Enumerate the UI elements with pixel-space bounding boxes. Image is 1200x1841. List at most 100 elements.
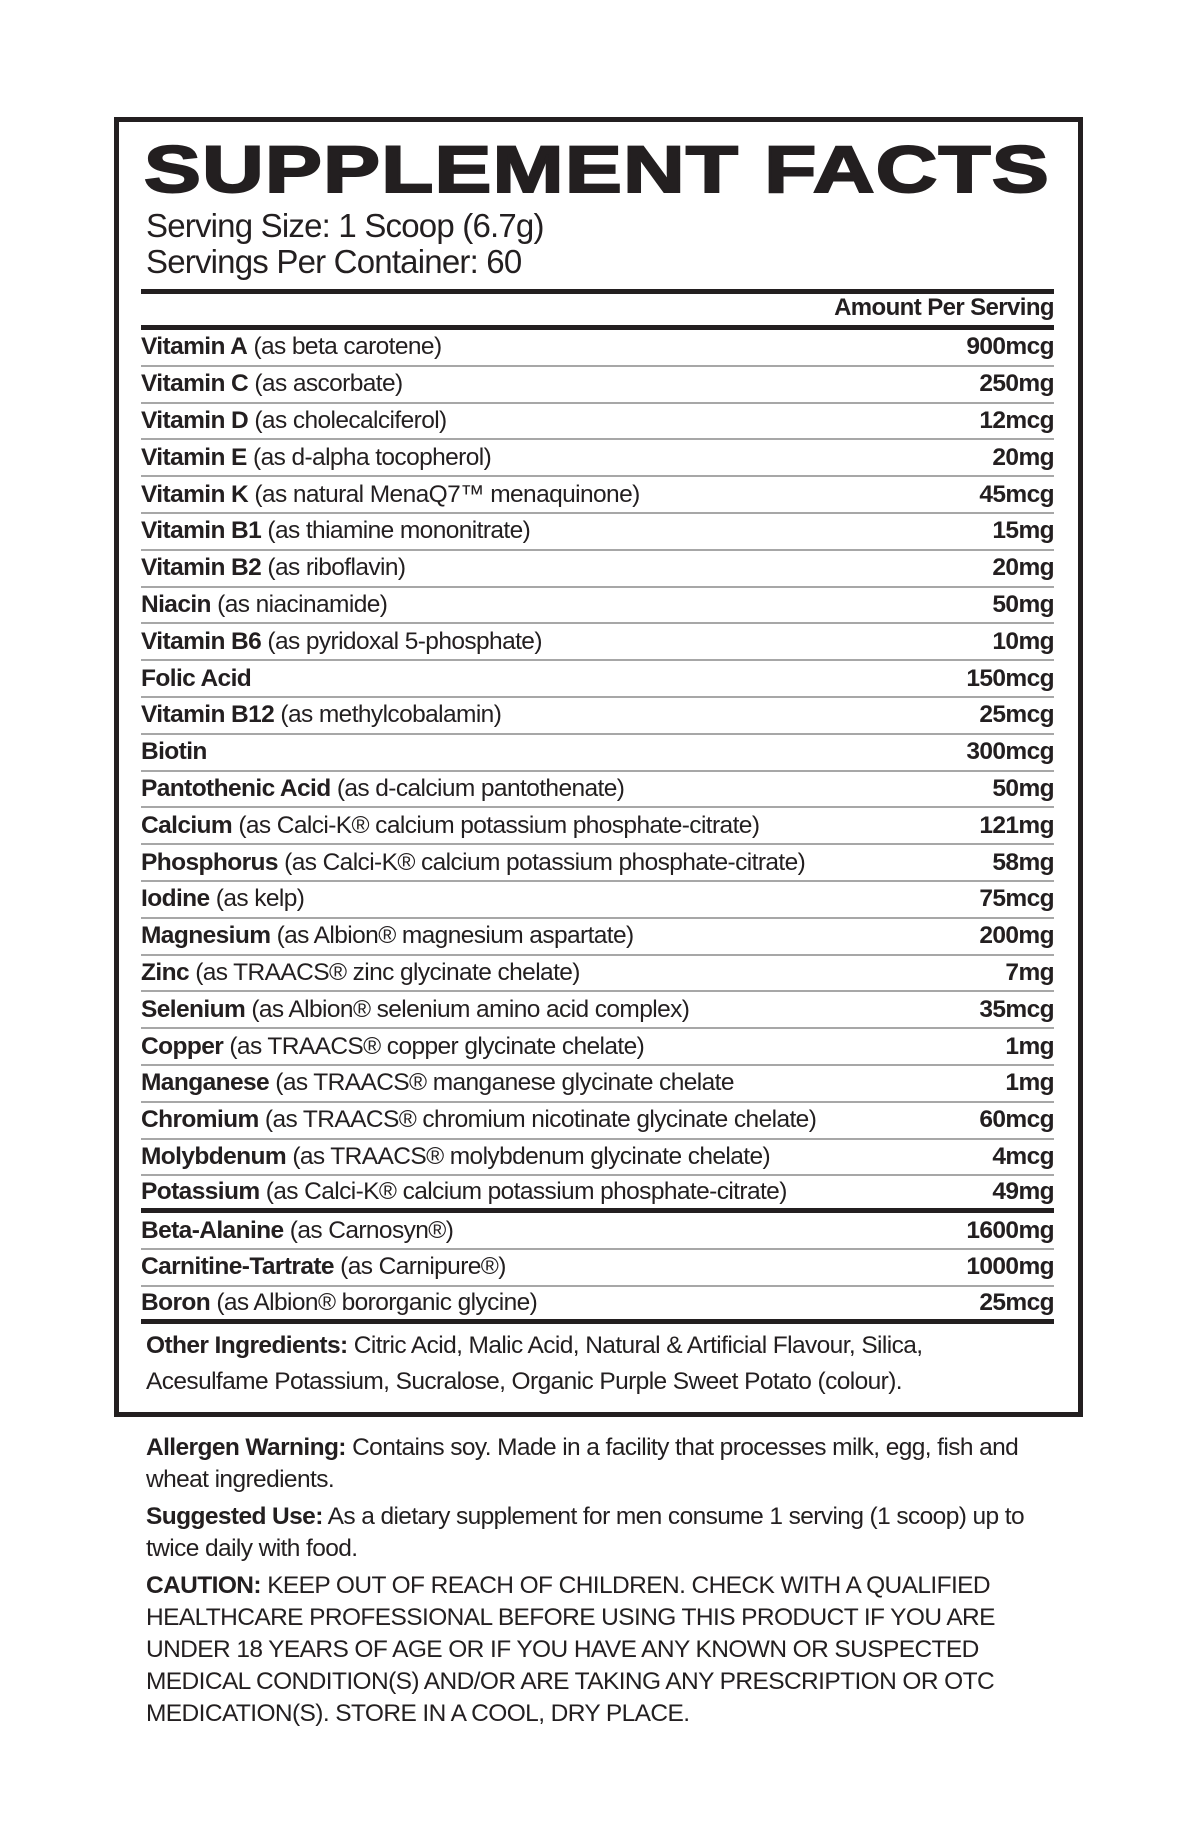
nutrient-source: (as natural MenaQ7™ menaquinone) [254,480,640,508]
nutrient-name: Vitamin B6 [141,627,262,655]
nutrient-source: (as Carnosyn®) [289,1216,454,1244]
nutrient-amount: 10mg [992,627,1054,655]
nutrient-name: Copper [141,1032,224,1060]
nutrient-name: Vitamin D [141,406,249,434]
nutrient-label: Vitamin B2 (as riboflavin) [141,554,406,582]
nutrient-label: Iodine (as kelp) [141,885,305,913]
nutrient-amount: 1mg [1005,1032,1054,1060]
nutrient-amount: 900mcg [966,333,1054,361]
nutrient-name: Molybdenum [141,1142,287,1170]
nutrient-row: Chromium (as TRAACS® chromium nicotinate… [141,1103,1055,1140]
nutrient-row: Manganese (as TRAACS® manganese glycinat… [141,1066,1055,1103]
nutrient-source: (as cholecalciferol) [254,406,447,434]
nutrient-name: Magnesium [141,922,271,950]
amount-per-serving-header: Amount Per Serving [834,294,1055,321]
caution-label: CAUTION: [146,1572,262,1599]
nutrient-amount: 15mg [992,517,1054,545]
nutrient-row: Vitamin E (as d-alpha tocopherol) 20mg [141,440,1055,478]
nutrient-name: Vitamin A [141,333,248,361]
other-ingredients-label: Other Ingredients: [146,1332,348,1359]
nutrient-row: Vitamin C (as ascorbate) 250mg [141,367,1055,404]
nutrient-amount: 75mcg [979,885,1054,913]
nutrient-name: Niacin [141,590,212,618]
nutrient-row: Vitamin B12 (as methylcobalamin) 25mcg [141,698,1055,735]
nutrient-amount: 20mg [992,554,1054,582]
serving-size: Serving Size: 1 Scoop (6.7g) [146,207,544,244]
nutrient-amount: 1600mg [966,1216,1054,1244]
nutrient-label: Calcium (as Calci-K® calcium potassium p… [141,811,760,840]
nutrient-name: Biotin [141,738,207,766]
nutrient-source: (as Calci-K® calcium potassium phosphate… [284,848,806,876]
nutrient-row: Boron (as Albion® bororganic glycine) 25m… [141,1287,1055,1324]
nutrient-source: (as riboflavin) [267,554,406,582]
nutrient-label: Folic Acid [141,664,252,693]
nutrient-name: Zinc [141,958,190,986]
nutrient-source: (as Albion® magnesium aspartate) [276,922,635,950]
nutrient-label: Niacin (as niacinamide) [141,590,388,619]
other-ingredients: Other Ingredients: Citric Acid, Malic Ac… [146,1328,1046,1400]
suggested-use: Suggested Use: As a dietary supplement f… [146,1501,1046,1565]
allergen-label: Allergen Warning: [146,1434,346,1461]
nutrient-row: Copper (as TRAACS® copper glycinate chel… [141,1029,1055,1066]
nutrient-source: (as ascorbate) [254,370,403,398]
nutrient-label: Pantothenic Acid (as d-calcium pantothen… [141,774,625,803]
nutrient-row: Vitamin D (as cholecalciferol) 12mcg [141,404,1055,441]
nutrient-row: Carnitine-Tartrate (as Carnipure®) 1000mg [141,1250,1055,1287]
nutrient-amount: 49mg [992,1178,1054,1206]
nutrient-label: Potassium (as Calci-K® calcium potassium… [141,1178,787,1206]
nutrient-source: (as pyridoxal 5-phosphate) [267,627,542,655]
nutrient-row: Pantothenic Acid (as d-calcium pantothen… [141,772,1055,809]
nutrient-source: (as TRAACS® zinc glycinate chelate) [195,958,580,986]
nutrient-label: Vitamin A (as beta carotene) [141,333,442,361]
nutrient-label: Copper (as TRAACS® copper glycinate chel… [141,1032,645,1061]
nutrient-label: Chromium (as TRAACS® chromium nicotinate… [141,1106,817,1134]
nutrient-name: Calcium [141,811,233,839]
nutrient-amount: 12mcg [979,406,1054,434]
nutrient-source: (as TRAACS® chromium nicotinate glycinat… [264,1106,817,1134]
nutrient-row: Folic Acid 150mcg [141,661,1055,698]
nutrient-amount: 1000mg [966,1253,1054,1281]
nutrient-amount: 150mcg [966,664,1054,692]
nutrient-row: Magnesium (as Albion® magnesium aspartat… [141,919,1055,956]
nutrient-label: Vitamin D (as cholecalciferol) [141,407,447,435]
nutrient-source: (as Albion® bororganic glycine) [216,1288,538,1316]
nutrient-label: Phosphorus (as Calci-K® calcium potassiu… [141,848,806,877]
divider-thick [141,325,1054,330]
nutrient-name: Beta-Alanine [141,1216,284,1244]
nutrient-label: Carnitine-Tartrate (as Carnipure®) [141,1253,506,1281]
nutrient-label: Vitamin B1 (as thiamine mononitrate) [141,517,531,545]
nutrient-amount: 121mg [979,811,1054,839]
nutrient-name: Vitamin B2 [141,554,262,582]
nutrient-row: Selenium (as Albion® selenium amino acid… [141,992,1055,1030]
nutrient-amount: 250mg [979,370,1054,398]
nutrient-label: Boron (as Albion® bororganic glycine) [141,1288,538,1317]
nutrient-name: Folic Acid [141,664,252,692]
allergen-warning: Allergen Warning: Contains soy. Made in … [146,1432,1046,1496]
nutrient-label: Vitamin C (as ascorbate) [141,370,403,398]
nutrient-source: (as thiamine mononitrate) [267,517,531,545]
nutrient-name: Phosphorus [141,848,279,876]
nutrient-amount: 4mcg [992,1142,1054,1170]
nutrient-table: Vitamin A (as beta carotene) 900mcg Vitami… [141,330,1055,1324]
nutrient-row: Molybdenum (as TRAACS® molybdenum glycin… [141,1140,1055,1177]
nutrient-label: Vitamin K (as natural MenaQ7™ menaquinon… [141,481,640,509]
nutrient-label: Vitamin E (as d-alpha tocopherol) [141,443,492,472]
nutrient-name: Vitamin E [141,443,247,471]
nutrient-source: (as methylcobalamin) [280,701,502,729]
nutrient-row: Vitamin K (as natural MenaQ7™ menaquinon… [141,477,1055,514]
nutrient-label: Zinc (as TRAACS® zinc glycinate chelate) [141,959,580,987]
nutrient-source: (as beta carotene) [253,333,442,361]
nutrient-name: Vitamin C [141,370,249,398]
nutrient-label: Biotin [141,738,207,766]
nutrient-source: (as TRAACS® manganese glycinate chelate [275,1069,734,1097]
other-ingredients-text: Citric Acid, Malic Acid, Natural & Artif… [146,1332,923,1395]
nutrient-name: Pantothenic Acid [141,774,331,802]
nutrient-label: Vitamin B12 (as methylcobalamin) [141,701,502,729]
nutrient-row: Vitamin B2 (as riboflavin) 20mg [141,551,1055,588]
nutrient-amount: 7mg [1005,958,1054,986]
nutrient-name: Chromium [141,1106,259,1134]
nutrient-label: Beta-Alanine (as Carnosyn®) [141,1216,454,1245]
nutrient-amount: 25mcg [979,701,1054,729]
nutrient-label: Vitamin B6 (as pyridoxal 5-phosphate) [141,628,542,656]
nutrient-amount: 25mcg [979,1288,1054,1316]
